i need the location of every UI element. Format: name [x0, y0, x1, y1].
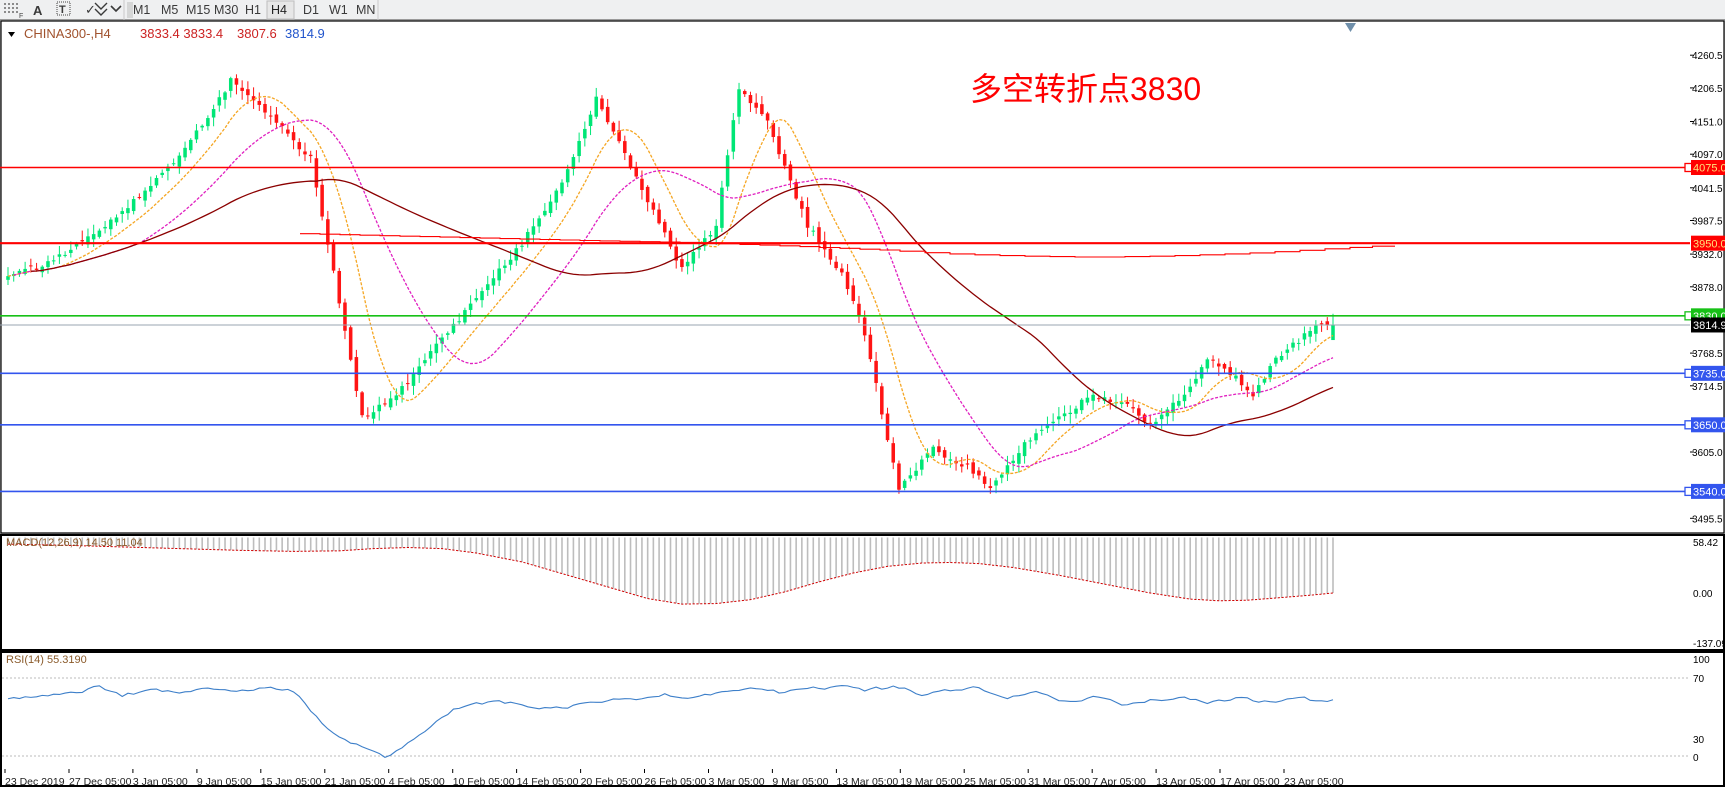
svg-text:H1: H1: [245, 3, 261, 17]
svg-text:23 Dec 2019: 23 Dec 2019: [5, 776, 65, 787]
svg-text:3605.0: 3605.0: [1692, 448, 1723, 459]
svg-text:T: T: [59, 4, 66, 16]
svg-text:3735.0: 3735.0: [1693, 369, 1725, 381]
svg-text:0: 0: [1693, 753, 1699, 764]
svg-text:14 Feb 05:00: 14 Feb 05:00: [517, 776, 579, 787]
svg-text:MACD(12,26,9) 14.50 11.04: MACD(12,26,9) 14.50 11.04: [6, 537, 143, 549]
svg-text:3807.6: 3807.6: [237, 26, 277, 41]
svg-text:✓: ✓: [85, 2, 96, 17]
svg-text:19 Mar 05:00: 19 Mar 05:00: [900, 776, 962, 787]
svg-text:3495.5: 3495.5: [1692, 514, 1723, 525]
svg-text:58.42: 58.42: [1693, 538, 1718, 549]
svg-text:7 Apr 05:00: 7 Apr 05:00: [1092, 776, 1146, 787]
svg-text:MN: MN: [356, 3, 375, 17]
svg-text:3 Jan 05:00: 3 Jan 05:00: [133, 776, 188, 787]
svg-text:70: 70: [1693, 674, 1705, 685]
svg-text:D1: D1: [303, 3, 319, 17]
svg-text:26 Feb 05:00: 26 Feb 05:00: [645, 776, 707, 787]
svg-text:31 Mar 05:00: 31 Mar 05:00: [1028, 776, 1090, 787]
svg-text:4 Feb 05:00: 4 Feb 05:00: [389, 776, 445, 787]
svg-text:3 Mar 05:00: 3 Mar 05:00: [709, 776, 765, 787]
svg-text:F: F: [19, 13, 23, 20]
svg-text:17 Apr 05:00: 17 Apr 05:00: [1220, 776, 1280, 787]
svg-text:M5: M5: [161, 3, 178, 17]
svg-text:4075.0: 4075.0: [1693, 163, 1725, 175]
svg-text:21 Jan 05:00: 21 Jan 05:00: [325, 776, 386, 787]
svg-text:23 Apr 05:00: 23 Apr 05:00: [1284, 776, 1344, 787]
svg-text:3768.5: 3768.5: [1692, 349, 1723, 360]
svg-text:4151.0: 4151.0: [1692, 118, 1723, 129]
svg-text:4260.5: 4260.5: [1692, 51, 1723, 62]
svg-text:A: A: [33, 3, 43, 18]
svg-text:M30: M30: [214, 3, 238, 17]
svg-text:25 Mar 05:00: 25 Mar 05:00: [964, 776, 1026, 787]
svg-text:W1: W1: [329, 3, 348, 17]
svg-text:0.00: 0.00: [1693, 589, 1713, 600]
svg-text:3814.9: 3814.9: [285, 26, 325, 41]
svg-text:3833.4 3833.4: 3833.4 3833.4: [140, 26, 223, 41]
svg-text:-137.09: -137.09: [1693, 639, 1725, 650]
svg-text:4041.5: 4041.5: [1692, 184, 1723, 195]
svg-text:3878.0: 3878.0: [1692, 283, 1723, 294]
svg-text:M1: M1: [133, 3, 150, 17]
svg-text:3932.0: 3932.0: [1692, 250, 1723, 261]
svg-text:3987.5: 3987.5: [1692, 217, 1723, 228]
svg-text:3714.5: 3714.5: [1692, 382, 1723, 393]
svg-text:4206.5: 4206.5: [1692, 84, 1723, 95]
svg-text:13 Mar 05:00: 13 Mar 05:00: [836, 776, 898, 787]
svg-text:30: 30: [1693, 735, 1705, 746]
svg-text:20 Feb 05:00: 20 Feb 05:00: [581, 776, 643, 787]
svg-text:3540.0: 3540.0: [1693, 487, 1725, 499]
svg-text:M15: M15: [186, 3, 210, 17]
svg-text:3950.0: 3950.0: [1693, 238, 1725, 250]
svg-text:RSI(14) 55.3190: RSI(14) 55.3190: [6, 654, 87, 666]
svg-text:15 Jan 05:00: 15 Jan 05:00: [261, 776, 322, 787]
svg-text:多空转折点3830: 多空转折点3830: [970, 71, 1201, 107]
svg-text:3650.0: 3650.0: [1693, 420, 1725, 432]
svg-text:100: 100: [1693, 655, 1710, 666]
svg-text:13 Apr 05:00: 13 Apr 05:00: [1156, 776, 1216, 787]
svg-text:4097.0: 4097.0: [1692, 150, 1723, 161]
svg-text:9 Jan 05:00: 9 Jan 05:00: [197, 776, 252, 787]
svg-text:9 Mar 05:00: 9 Mar 05:00: [772, 776, 828, 787]
svg-text:CHINA300-,H4: CHINA300-,H4: [24, 26, 111, 41]
svg-text:3814.9: 3814.9: [1693, 320, 1725, 332]
svg-text:10 Feb 05:00: 10 Feb 05:00: [453, 776, 515, 787]
svg-text:27 Dec 05:00: 27 Dec 05:00: [69, 776, 132, 787]
svg-text:H4: H4: [271, 3, 287, 17]
